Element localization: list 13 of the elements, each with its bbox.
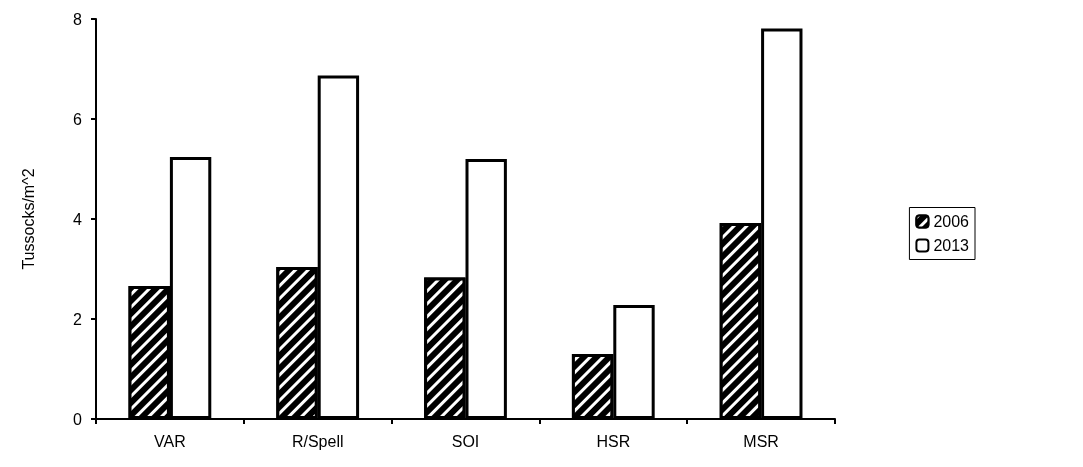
x-tick-label: VAR (154, 432, 186, 450)
x-tick-label: SOI (451, 432, 480, 450)
x-tick-label: R/Spell (291, 432, 344, 450)
y-axis-title: Tussocks/m^2 (19, 168, 37, 270)
legend-label: 2013 (933, 237, 970, 254)
y-tick-label: 0 (73, 410, 83, 428)
y-tick-label: 2 (73, 310, 83, 328)
y-tick-label: 6 (73, 110, 83, 128)
y-tick-label: 4 (73, 210, 83, 228)
x-tick-label: HSR (596, 432, 631, 450)
legend-label: 2006 (933, 213, 970, 230)
x-tick-label: MSR (743, 432, 779, 450)
y-tick-label: 8 (73, 10, 83, 28)
